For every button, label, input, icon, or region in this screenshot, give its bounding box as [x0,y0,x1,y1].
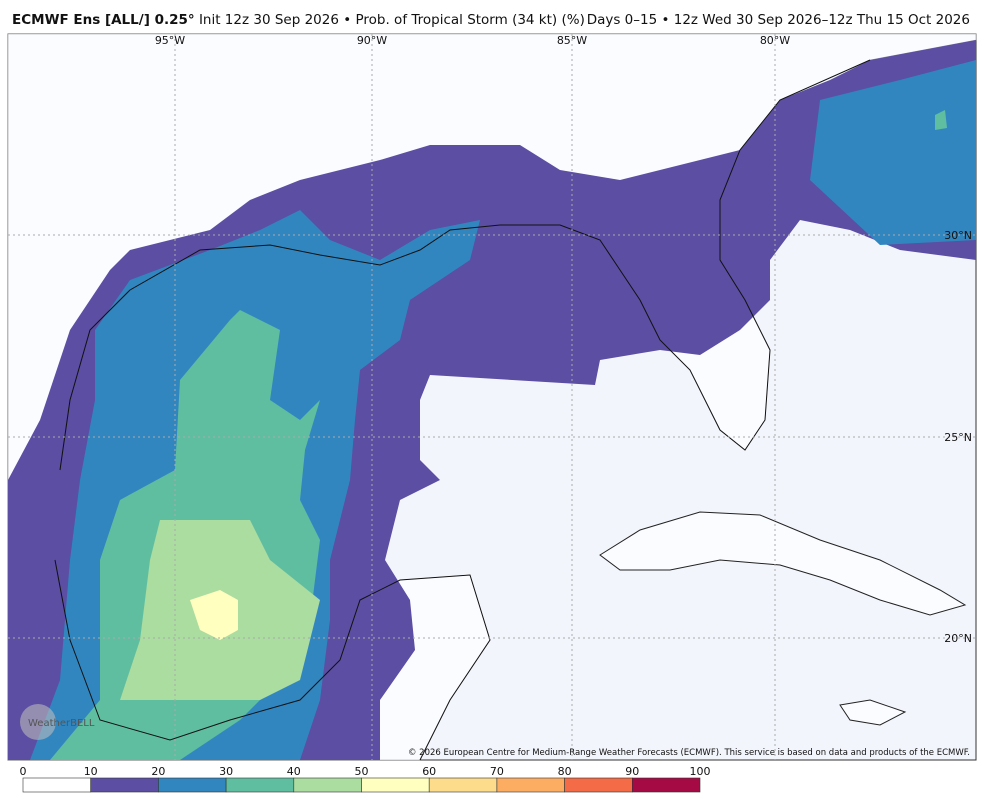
colorbar-segment [158,777,227,793]
colorbar-segment [361,777,430,793]
colorbar-tick-label: 20 [151,765,165,778]
lon-label: 95°W [155,34,185,47]
model: ECMWF Ens [ALL/] 0.25° [12,12,195,28]
cuba [599,511,967,616]
colorbar-segment [564,777,633,793]
colorbar-segment [293,777,362,793]
colorbar: 0 10 20 30 40 50 60 70 80 90 100 [20,765,711,793]
logo-mark [20,704,56,740]
lon-label: 90°W [357,34,387,47]
colorbar-tick-label: 40 [287,765,301,778]
product: Prob. of Tropical Storm (34 kt) (%) [355,12,584,28]
map: 95°W 90°W 85°W 80°W 30°N 25°N 20°N Weath… [7,33,977,761]
lat-label: 20°N [944,632,972,645]
colorbar-segment [90,777,159,793]
colorbar-tick-label: 30 [219,765,233,778]
colorbar-tick-label: 90 [625,765,639,778]
credit: © 2026 European Centre for Medium-Range … [408,748,970,758]
lat-label: 30°N [944,229,972,242]
colorbar-segment [225,777,295,793]
prob-50 [190,590,238,640]
lat-label: 25°N [944,431,972,444]
logo: WeatherBELL [28,718,95,729]
colorbar-tick-label: 50 [355,765,369,778]
jamaica [839,699,907,726]
colorbar-tick-label: 70 [490,765,504,778]
colorbar-segment [22,777,91,793]
coastline [54,59,871,761]
init: Init 12z 30 Sep 2026 [199,12,339,28]
lon-label: 80°W [760,34,790,47]
title: ECMWF Ens [ALL/] 0.25° Init 12z 30 Sep 2… [12,12,585,28]
colorbar-segment [428,777,498,793]
colorbar-tick-label: 100 [690,765,711,778]
valid-time: Days 0–15 • 12z Wed 30 Sep 2026–12z Thu … [587,12,970,28]
colorbar-tick-label: 60 [422,765,436,778]
colorbar-tick-label: 0 [20,765,27,778]
graticule [8,34,976,760]
colorbar-segment [496,777,565,793]
colorbar-tick-label: 10 [84,765,98,778]
lon-label: 85°W [557,34,587,47]
colorbar-segment [631,777,701,793]
colorbar-tick-label: 80 [558,765,572,778]
